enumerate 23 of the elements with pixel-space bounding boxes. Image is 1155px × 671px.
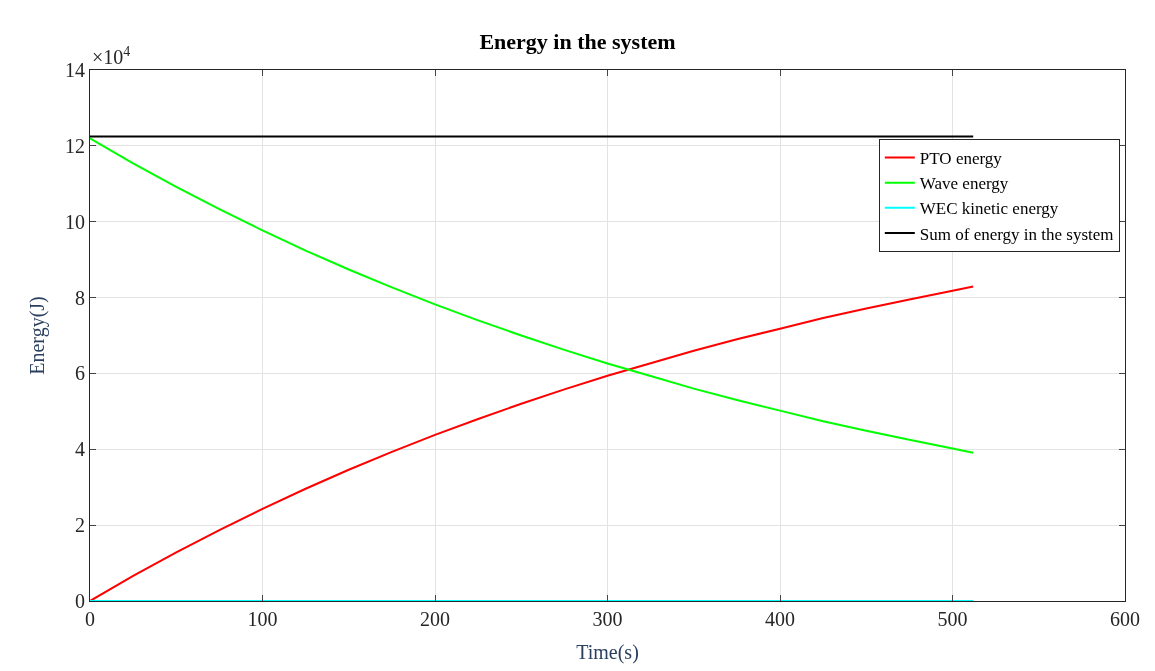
x-tick-label: 100 [247, 608, 278, 630]
legend-label: Sum of energy in the system [919, 224, 1114, 244]
legend-label: Wave energy [919, 174, 1009, 194]
x-tick-label: 500 [937, 608, 968, 630]
y-tick-label: 4 [75, 438, 85, 461]
y-tick-label: 10 [65, 210, 85, 233]
x-tick-label: 300 [592, 608, 623, 630]
x-tick-label: 400 [765, 608, 795, 630]
y-tick-label: 2 [75, 514, 85, 537]
x-axis-title: Time(s) [576, 640, 639, 664]
y-tick-label: 12 [65, 134, 85, 157]
y-tick-label: 0 [75, 590, 85, 612]
y-tick-label: 14 [65, 59, 85, 81]
y-tick-label: 6 [75, 362, 85, 385]
text: ×10$^{4}$ [92, 44, 131, 69]
y-tick-label: 8 [75, 286, 85, 309]
x-tick-label: 600 [1110, 608, 1140, 630]
y-axis-title: Energy(J) [25, 296, 49, 375]
legend-label: WEC kinetic energy [919, 199, 1059, 219]
legend-label: PTO energy [919, 149, 1003, 169]
line-series [90, 285, 975, 601]
x-tick-label: 200 [420, 608, 450, 630]
chart-title: Energy in the system [479, 28, 676, 54]
